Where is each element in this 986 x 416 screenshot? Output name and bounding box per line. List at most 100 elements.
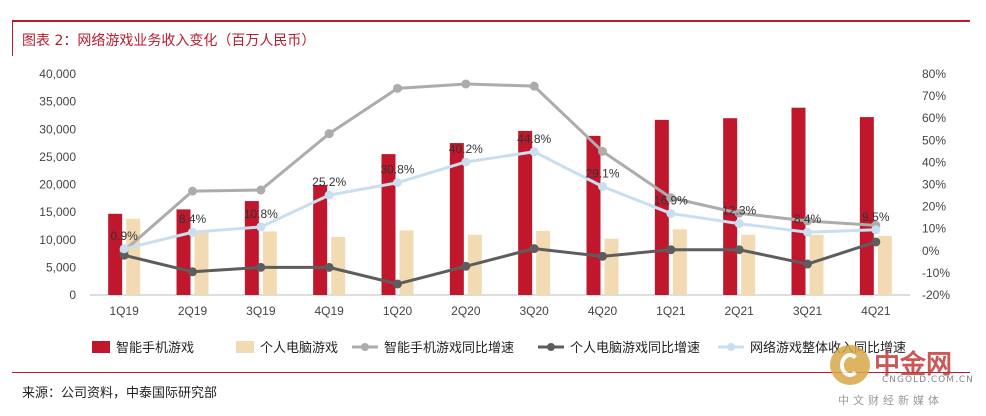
line-pc-growth-point	[393, 279, 402, 289]
line-total-growth-point	[666, 208, 676, 218]
left-axis-tick-label: 25,000	[39, 150, 76, 164]
footer-rule	[12, 372, 970, 373]
total-growth-data-label: 29.1%	[585, 166, 619, 180]
right-axis-tick-label: 40%	[922, 155, 946, 169]
bar-pc-game	[262, 231, 277, 295]
line-pc-growth-point	[188, 267, 197, 277]
left-axis-tick-label: 5,000	[46, 260, 76, 274]
title-rule	[12, 20, 970, 22]
watermark-logo-icon	[830, 345, 870, 385]
line-pc-growth-point	[256, 262, 266, 272]
left-axis-tick-label: 10,000	[39, 233, 76, 247]
x-axis-tick-label: 4Q19	[314, 304, 344, 318]
bar-mobile-game	[381, 154, 396, 295]
line-total-growth-point	[393, 178, 402, 188]
bar-pc-game	[536, 230, 551, 295]
x-axis-tick-label: 4Q20	[588, 304, 618, 318]
left-axis-tick-label: 15,000	[39, 205, 76, 219]
line-total-growth	[123, 150, 876, 251]
bar-pc-game	[604, 238, 619, 295]
x-axis-tick-label: 1Q21	[656, 304, 686, 318]
line-pc-growth-point	[734, 245, 744, 255]
right-axis-tick-label: 20%	[922, 200, 946, 214]
bar-pc-game	[877, 235, 892, 295]
right-axis-tick-label: 30%	[922, 178, 946, 192]
bar-mobile-game	[176, 209, 191, 295]
line-total-growth-point	[256, 222, 266, 232]
line-mobile-growth-point	[529, 81, 539, 91]
chart-title: 图表 2：网络游戏业务收入变化（百万人民币）	[22, 33, 316, 49]
total-growth-data-label: 10.8%	[244, 207, 278, 221]
x-axis-tick-label: 3Q21	[793, 304, 823, 318]
right-axis-tick-label: -20%	[922, 288, 950, 302]
left-axis-tick-label: 20,000	[39, 178, 76, 192]
line-mobile-growth-point	[393, 83, 402, 93]
bar-mobile-game	[108, 213, 123, 295]
x-axis-tick-label: 3Q20	[519, 304, 549, 318]
line-total-growth-point	[119, 244, 129, 254]
legend-label-0: 智能手机游戏	[116, 341, 194, 356]
x-axis-tick-label: 1Q20	[383, 304, 413, 318]
line-mobile-growth-point	[598, 146, 607, 156]
line-total-growth-point	[734, 219, 744, 229]
bar-pc-game	[194, 230, 209, 295]
line-total-growth-point	[461, 157, 471, 167]
legend-label-4: 网络游戏整体收入同比增速	[750, 340, 906, 356]
watermark-tagline: 中文财经新媒体	[838, 394, 943, 407]
right-axis-tick-label: -10%	[922, 266, 950, 280]
line-pc-growth-point	[871, 237, 881, 247]
line-pc-growth-point	[666, 245, 676, 255]
line-mobile-growth-point	[666, 193, 676, 203]
right-axis-tick-label: 70%	[922, 89, 946, 103]
line-pc-growth	[123, 240, 877, 286]
left-axis-tick-label: 0	[69, 288, 76, 302]
line-mobile-growth-point	[734, 208, 744, 218]
total-growth-data-label: 44.8%	[517, 132, 551, 146]
line-mobile-growth	[123, 82, 876, 252]
total-growth-data-label: 30.8%	[380, 163, 414, 177]
total-growth-data-label: 16.9%	[654, 193, 688, 207]
bar-mobile-game	[859, 117, 874, 295]
bar-mobile-game	[586, 135, 601, 295]
bar-pc-game	[741, 234, 756, 295]
bar-mobile-game	[791, 107, 806, 295]
bar-mobile-game	[518, 130, 533, 295]
right-axis-tick-label: 10%	[922, 222, 946, 236]
total-growth-data-label: 40.2%	[449, 142, 483, 156]
bar-mobile-game	[244, 201, 259, 295]
line-mobile-growth-point	[461, 79, 471, 89]
watermark-url: CNGOLD.COM.CN	[882, 375, 974, 385]
total-growth-data-label: 25.2%	[312, 175, 346, 189]
bar-mobile-game	[449, 143, 464, 295]
line-total-growth-point	[188, 227, 197, 237]
line-pc-growth-point	[119, 250, 129, 260]
x-axis-tick-label: 2Q20	[451, 304, 481, 318]
bar-pc-game	[331, 236, 346, 295]
total-growth-data-label: 8.4%	[794, 212, 822, 226]
legend-label-1: 个人电脑游戏	[260, 341, 338, 356]
right-axis-tick-label: 60%	[922, 111, 946, 125]
right-axis-tick-label: 0%	[922, 244, 940, 258]
line-total-growth-point	[598, 181, 607, 191]
line-pc-growth-point	[598, 251, 607, 261]
total-growth-data-label: 8.4%	[179, 212, 207, 226]
right-axis-tick-label: 50%	[922, 133, 946, 147]
legend-label-3: 个人电脑游戏同比增速	[570, 341, 700, 356]
legend-marker-2	[361, 343, 369, 351]
x-axis-tick-label: 2Q19	[178, 304, 208, 318]
legend-marker-4	[727, 343, 735, 351]
legend-swatch-0	[92, 341, 110, 353]
line-total-growth-point	[324, 190, 334, 200]
line-mobile-growth-point	[803, 216, 812, 226]
line-mobile-growth-point	[324, 129, 334, 139]
right-axis-tick-label: 80%	[922, 67, 946, 81]
left-axis-tick-label: 40,000	[39, 67, 76, 81]
line-total-growth-point	[871, 225, 881, 235]
title-frame	[12, 22, 971, 56]
x-axis-tick-label: 4Q21	[861, 304, 891, 318]
line-pc-growth-point	[461, 261, 471, 271]
bar-pc-game	[399, 230, 414, 295]
bar-pc-game	[809, 234, 824, 295]
source-note: 来源：公司资料，中泰国际研究部	[22, 386, 218, 401]
watermark-brand: 中金网	[874, 350, 953, 380]
